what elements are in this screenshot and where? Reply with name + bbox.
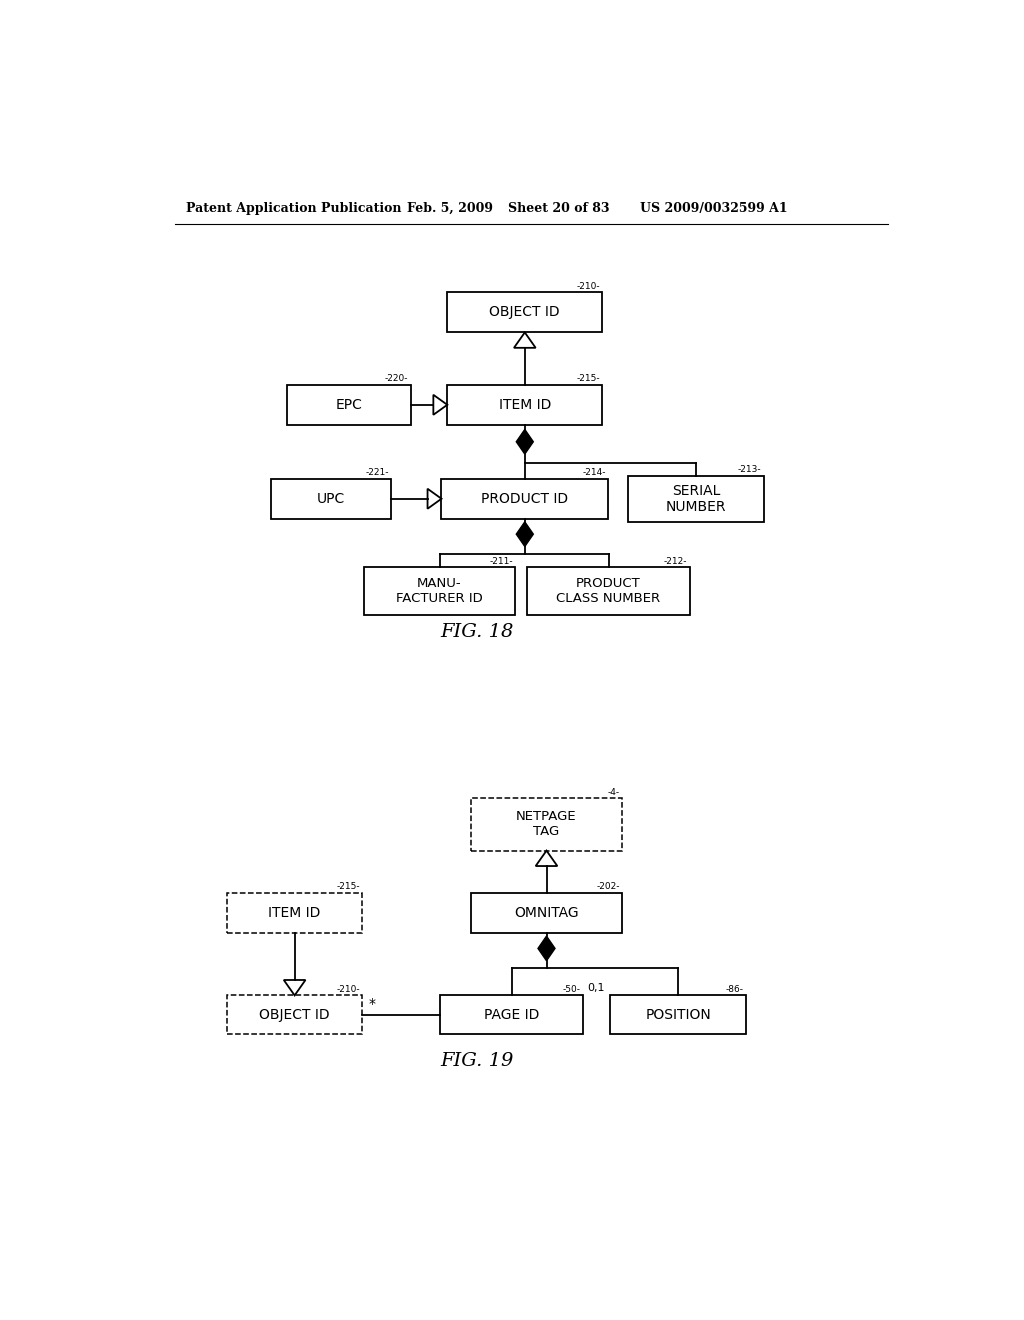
Text: -215-: -215- <box>337 883 360 891</box>
Polygon shape <box>538 936 555 961</box>
Text: -213-: -213- <box>738 465 762 474</box>
FancyBboxPatch shape <box>527 568 690 615</box>
Text: OBJECT ID: OBJECT ID <box>489 305 560 319</box>
FancyBboxPatch shape <box>447 293 602 333</box>
FancyBboxPatch shape <box>447 385 602 425</box>
Text: -215-: -215- <box>577 375 600 383</box>
FancyBboxPatch shape <box>441 479 608 519</box>
Text: Sheet 20 of 83: Sheet 20 of 83 <box>508 202 609 215</box>
FancyBboxPatch shape <box>226 892 362 933</box>
Text: -210-: -210- <box>337 985 360 994</box>
Text: POSITION: POSITION <box>645 1007 711 1022</box>
FancyBboxPatch shape <box>610 995 746 1034</box>
Text: 0,1: 0,1 <box>587 983 605 993</box>
Text: -212-: -212- <box>664 557 687 566</box>
Text: PRODUCT
CLASS NUMBER: PRODUCT CLASS NUMBER <box>556 577 660 605</box>
Polygon shape <box>428 488 441 508</box>
Text: -220-: -220- <box>385 375 409 383</box>
Polygon shape <box>516 429 534 454</box>
Text: NETPAGE
TAG: NETPAGE TAG <box>516 810 577 838</box>
Text: US 2009/0032599 A1: US 2009/0032599 A1 <box>640 202 787 215</box>
FancyBboxPatch shape <box>287 385 411 425</box>
Text: -50-: -50- <box>563 985 581 994</box>
Text: SERIAL
NUMBER: SERIAL NUMBER <box>666 483 726 513</box>
FancyBboxPatch shape <box>271 479 391 519</box>
Polygon shape <box>433 395 447 414</box>
FancyBboxPatch shape <box>629 475 764 521</box>
Text: *: * <box>369 997 376 1011</box>
FancyBboxPatch shape <box>471 892 622 933</box>
FancyBboxPatch shape <box>471 799 622 850</box>
Text: MANU-
FACTURER ID: MANU- FACTURER ID <box>396 577 483 605</box>
FancyBboxPatch shape <box>440 995 584 1034</box>
Text: -221-: -221- <box>366 469 389 478</box>
Text: UPC: UPC <box>316 492 345 506</box>
Text: -214-: -214- <box>583 469 606 478</box>
Text: ITEM ID: ITEM ID <box>499 397 551 412</box>
Text: ITEM ID: ITEM ID <box>268 906 321 920</box>
Text: FIG. 19: FIG. 19 <box>440 1052 513 1069</box>
Text: FIG. 18: FIG. 18 <box>440 623 513 642</box>
Text: PAGE ID: PAGE ID <box>484 1007 540 1022</box>
Text: Feb. 5, 2009: Feb. 5, 2009 <box>407 202 493 215</box>
Text: EPC: EPC <box>336 397 362 412</box>
Text: -202-: -202- <box>596 883 620 891</box>
Text: -4-: -4- <box>607 788 620 797</box>
Text: -210-: -210- <box>577 282 600 290</box>
Text: -211-: -211- <box>489 557 513 566</box>
Polygon shape <box>516 521 534 546</box>
Text: Patent Application Publication: Patent Application Publication <box>186 202 401 215</box>
Text: PRODUCT ID: PRODUCT ID <box>481 492 568 506</box>
Text: -86-: -86- <box>726 985 743 994</box>
FancyBboxPatch shape <box>364 568 515 615</box>
Text: OMNITAG: OMNITAG <box>514 906 579 920</box>
Text: OBJECT ID: OBJECT ID <box>259 1007 330 1022</box>
FancyBboxPatch shape <box>226 995 362 1034</box>
